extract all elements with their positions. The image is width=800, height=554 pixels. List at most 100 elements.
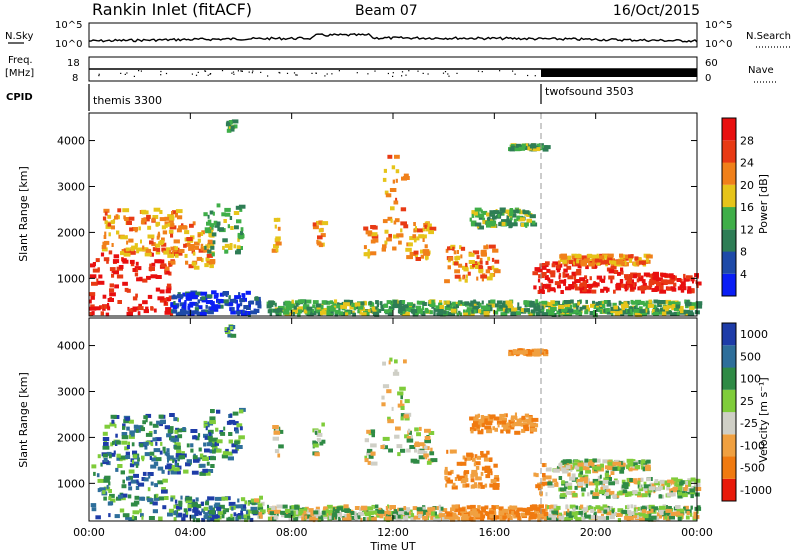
range-cell — [209, 259, 216, 263]
range-cell — [462, 483, 467, 488]
y-tick-label: 3000 — [57, 385, 85, 398]
range-cell — [687, 286, 692, 291]
range-cell — [598, 301, 604, 306]
range-cell — [192, 221, 196, 226]
range-cell — [376, 513, 382, 518]
range-cell — [437, 311, 443, 316]
range-cell — [617, 508, 624, 513]
range-cell — [602, 459, 609, 464]
range-cell — [677, 305, 684, 310]
range-cell — [491, 215, 497, 220]
range-cell — [550, 504, 555, 509]
range-cell — [462, 478, 469, 482]
range-cell — [390, 218, 393, 223]
range-cell — [413, 515, 421, 520]
range-cell — [633, 507, 637, 512]
range-cell — [152, 437, 157, 442]
range-cell — [413, 228, 417, 233]
range-cell — [219, 299, 224, 303]
range-cell — [409, 430, 412, 435]
range-cell — [168, 467, 175, 472]
range-cell — [640, 287, 645, 292]
range-cell — [133, 500, 140, 505]
range-cell — [406, 448, 411, 453]
range-cell — [686, 488, 692, 492]
range-cell — [372, 311, 379, 316]
range-cell — [551, 510, 558, 515]
range-cell — [601, 278, 606, 283]
range-cell — [469, 302, 474, 307]
range-cell — [198, 248, 206, 253]
range-cell — [107, 298, 114, 302]
range-cell — [615, 283, 620, 288]
range-cell — [298, 306, 303, 311]
range-cell — [169, 225, 177, 230]
range-cell — [620, 303, 625, 308]
range-cell — [128, 475, 133, 480]
range-cell — [533, 509, 540, 514]
range-cell — [480, 506, 486, 511]
range-cell — [590, 490, 594, 495]
range-cell — [237, 498, 240, 503]
range-cell — [239, 207, 243, 212]
range-cell — [521, 428, 526, 433]
range-cell — [424, 436, 431, 440]
range-cell — [675, 304, 681, 309]
range-cell — [469, 265, 475, 270]
nave-right-tick-bottom: 0 — [705, 73, 711, 84]
range-cell — [541, 272, 547, 276]
range-cell — [123, 252, 131, 257]
range-cell — [498, 511, 505, 516]
range-cell — [382, 244, 387, 249]
range-cell — [444, 466, 448, 471]
range-cell — [91, 281, 98, 286]
colorbar-tick-label: -100 — [740, 439, 765, 452]
range-cell — [592, 478, 599, 483]
range-cell — [182, 427, 186, 431]
nave-dot — [233, 73, 235, 75]
range-cell — [297, 299, 305, 304]
range-cell — [492, 483, 500, 487]
range-cell — [593, 506, 596, 511]
range-cell — [590, 509, 595, 513]
range-cell — [547, 277, 551, 282]
range-cell — [485, 269, 491, 274]
range-cell — [452, 514, 458, 519]
range-cell — [102, 460, 109, 465]
range-cell — [509, 352, 514, 356]
range-cell — [201, 296, 206, 301]
range-cell — [450, 312, 456, 316]
range-cell — [403, 506, 407, 510]
range-cell — [152, 247, 158, 252]
range-cell — [159, 289, 165, 294]
range-cell — [442, 508, 448, 513]
range-cell — [95, 258, 100, 263]
range-cell — [517, 516, 521, 521]
range-cell — [414, 427, 419, 432]
range-cell — [641, 279, 646, 284]
range-cell — [329, 307, 336, 312]
range-cell — [210, 456, 216, 461]
range-cell — [458, 277, 462, 282]
range-cell — [147, 498, 154, 503]
range-cell — [203, 248, 210, 253]
range-cell — [509, 209, 514, 214]
range-cell — [108, 250, 113, 255]
range-cell — [216, 439, 223, 444]
range-cell — [556, 505, 561, 510]
range-cell — [539, 485, 543, 490]
range-cell — [695, 301, 703, 306]
range-cell — [370, 251, 377, 256]
range-cell — [682, 493, 688, 498]
range-cell — [389, 312, 392, 317]
range-cell — [298, 309, 303, 314]
range-cell — [376, 303, 379, 308]
range-cell — [185, 496, 193, 501]
range-cell — [580, 260, 587, 265]
range-cell — [533, 352, 540, 357]
range-cell — [352, 312, 356, 317]
range-cell — [480, 453, 488, 458]
range-cell — [106, 259, 109, 264]
range-cell — [167, 297, 170, 302]
range-cell — [504, 413, 508, 418]
